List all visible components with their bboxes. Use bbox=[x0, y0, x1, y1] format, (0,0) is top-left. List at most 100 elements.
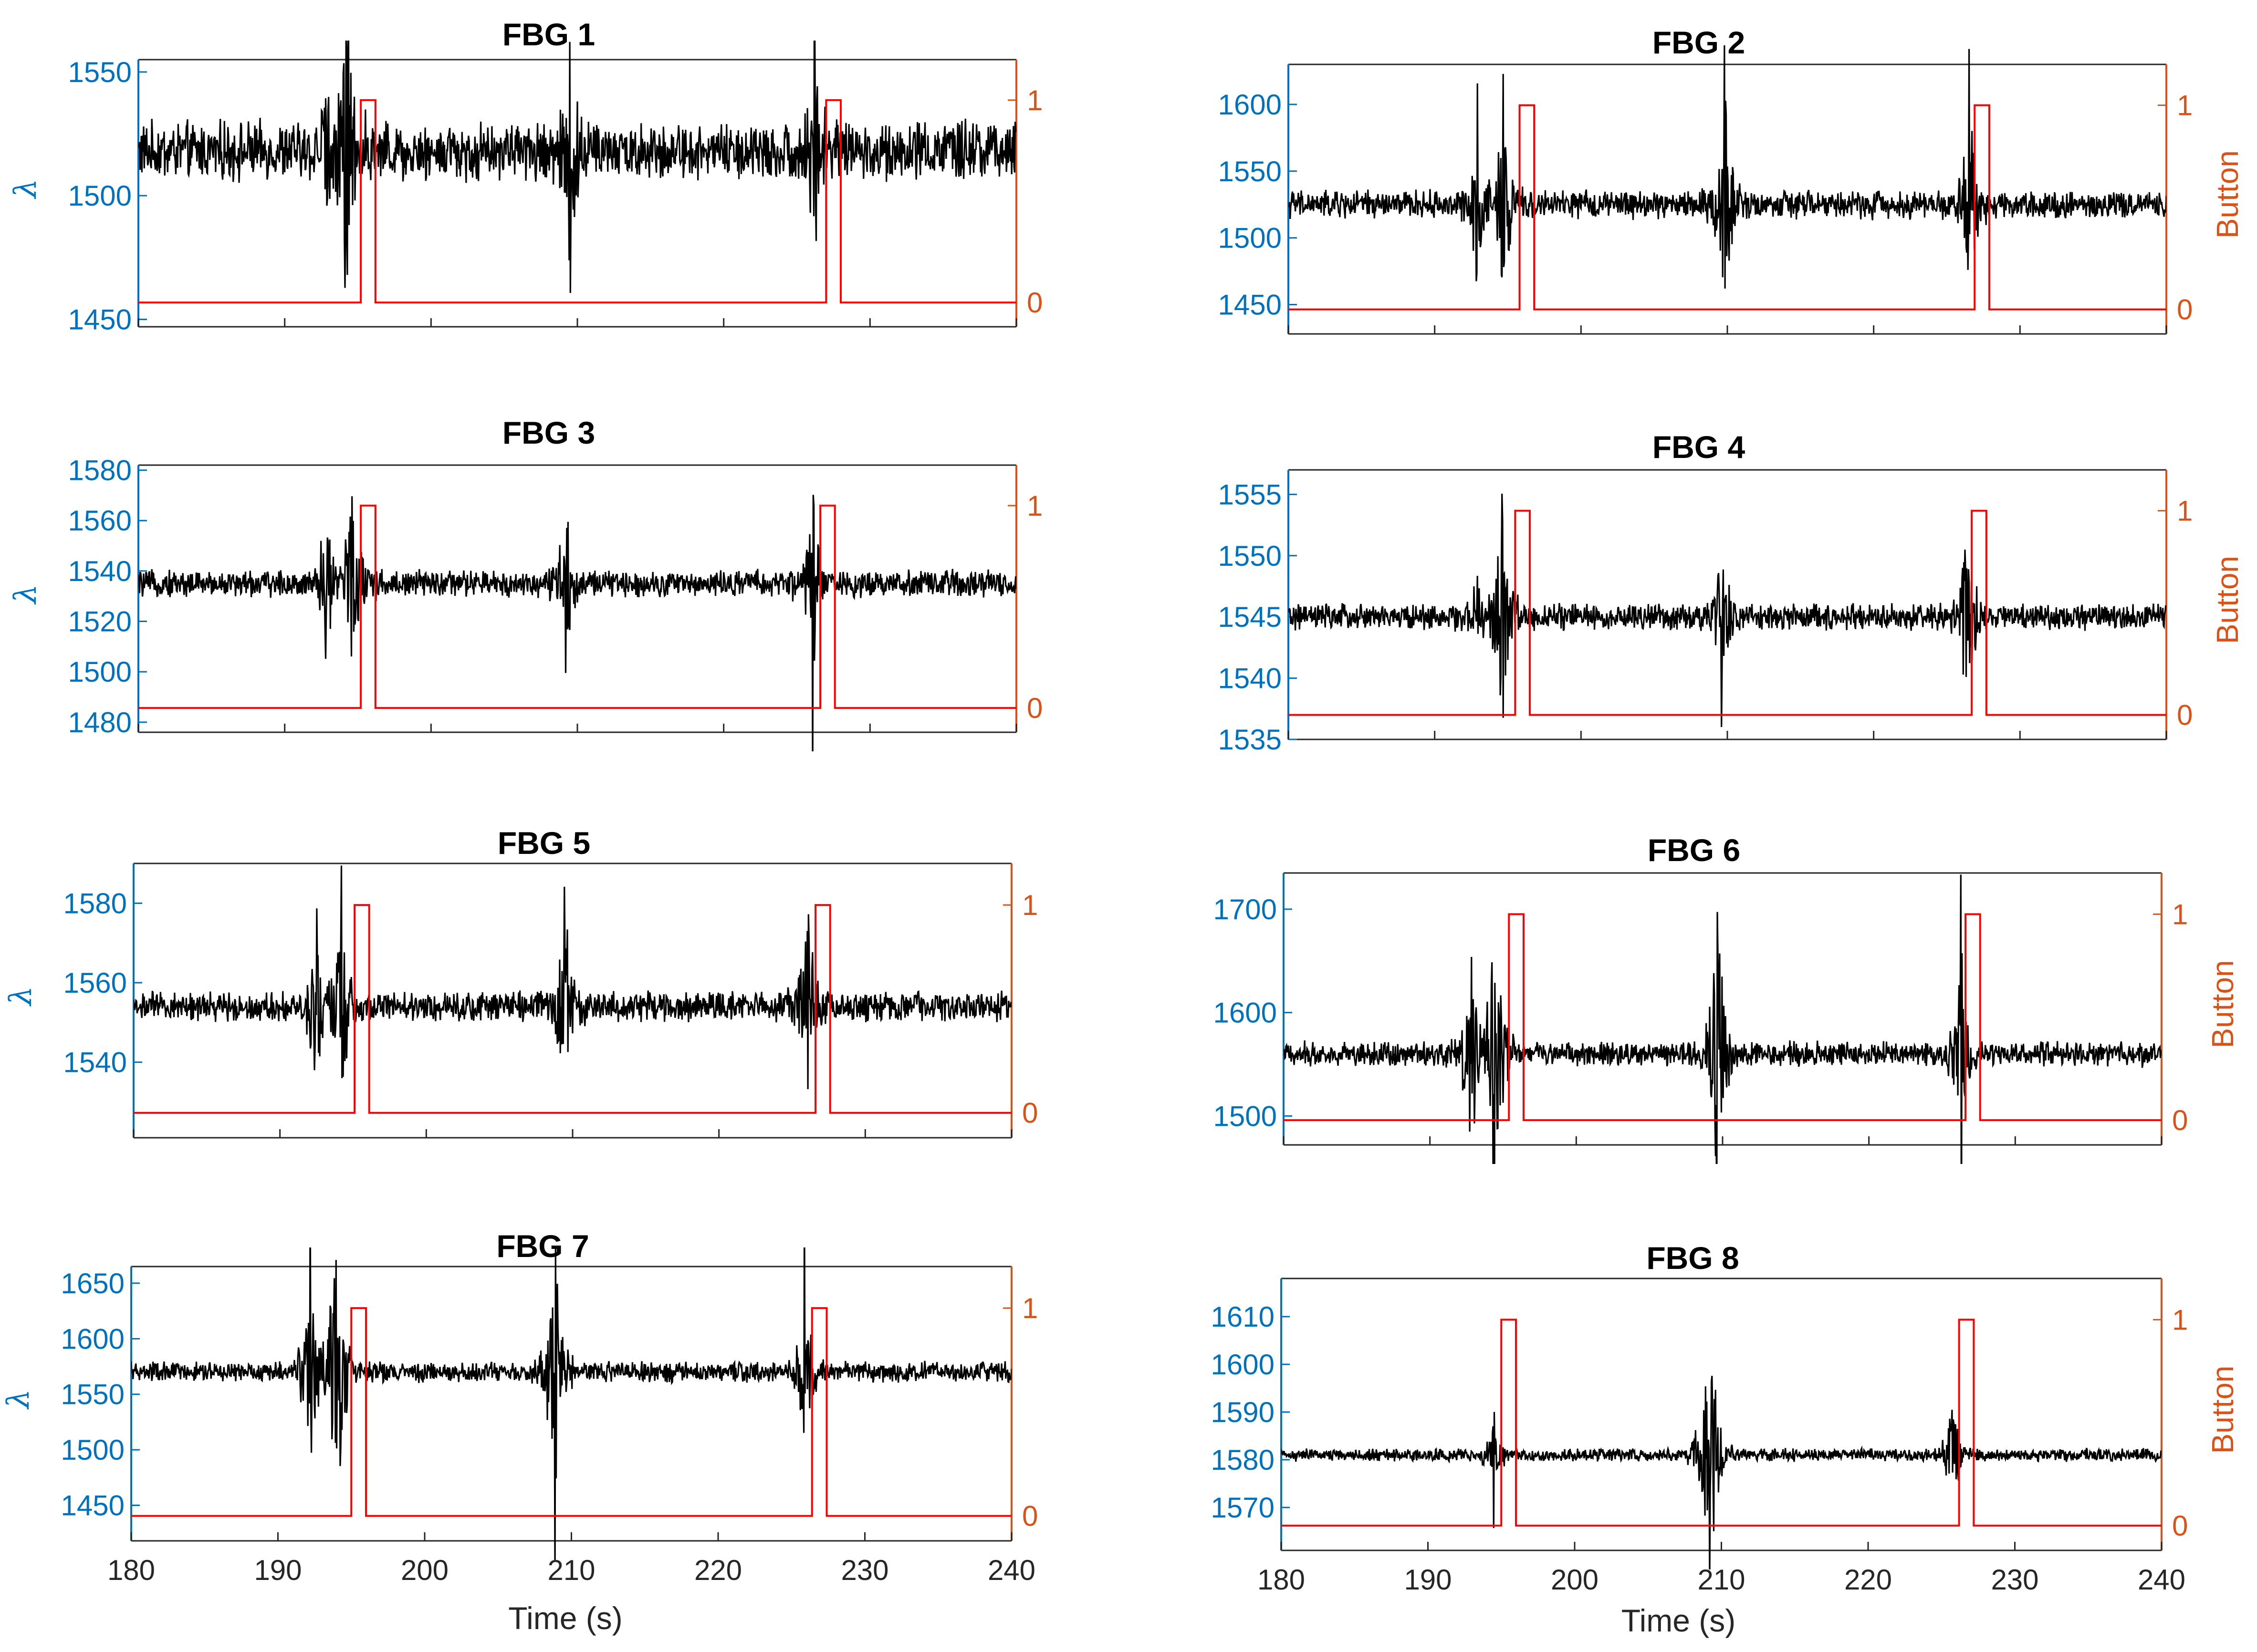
y-left-tick-label: 1545 bbox=[1218, 601, 1282, 633]
x-tick-label: 220 bbox=[694, 1554, 742, 1586]
y-right-tick-label: 1 bbox=[2172, 1304, 2188, 1336]
chart-panel-3: FBG 3 1480 1500 1520 1540 1560 1580 0 1 λ bbox=[8, 415, 1043, 751]
button-line bbox=[1281, 1319, 2162, 1527]
signal-line bbox=[131, 1247, 1012, 1560]
button-line bbox=[1284, 913, 2162, 1122]
x-tick-label: 200 bbox=[1551, 1564, 1599, 1596]
chart-panel-8: FBG 8 1570 1580 1590 1600 1610 0 1 180 190 200 210 2… bbox=[1211, 1240, 2240, 1638]
y-left-tick-label: 1500 bbox=[1218, 222, 1282, 254]
button-line bbox=[1288, 509, 2166, 716]
y-left-tick-label: 1550 bbox=[61, 1379, 125, 1411]
y-right-axis-label: Button bbox=[2210, 556, 2245, 644]
signal-line bbox=[1288, 493, 2166, 727]
chart-title: FBG 4 bbox=[1652, 429, 1745, 465]
chart-title: FBG 1 bbox=[502, 17, 595, 52]
chart-title: FBG 8 bbox=[1646, 1240, 1739, 1276]
y-left-tick-label: 1580 bbox=[63, 887, 127, 919]
y-left-tick-label: 1500 bbox=[68, 180, 132, 212]
y-left-tick-label: 1650 bbox=[61, 1268, 125, 1299]
signal-line bbox=[138, 495, 1016, 751]
y-left-axis-label: λ bbox=[8, 584, 43, 605]
y-left-tick-label: 1580 bbox=[1211, 1444, 1275, 1476]
chart-panel-4: FBG 4 1535 1540 1545 1550 1555 0 1 Button bbox=[1218, 429, 2245, 756]
y-left-tick-label: 1550 bbox=[1218, 156, 1282, 187]
y-left-tick-label: 1600 bbox=[1218, 89, 1282, 121]
button-line bbox=[138, 504, 1016, 709]
y-left-tick-label: 1570 bbox=[1211, 1492, 1275, 1524]
y-left-tick-label: 1500 bbox=[68, 656, 132, 688]
y-left-tick-label: 1600 bbox=[1213, 997, 1277, 1029]
x-tick-label: 230 bbox=[841, 1554, 888, 1586]
button-line bbox=[134, 904, 1012, 1114]
chart-title: FBG 3 bbox=[502, 415, 595, 450]
y-left-tick-label: 1590 bbox=[1211, 1396, 1275, 1428]
x-tick-label: 240 bbox=[988, 1554, 1035, 1586]
signal-line bbox=[134, 865, 1012, 1090]
x-tick-label: 230 bbox=[1991, 1564, 2038, 1596]
y-left-tick-label: 1535 bbox=[1218, 724, 1282, 756]
y-left-tick-label: 1700 bbox=[1213, 894, 1277, 925]
chart-title: FBG 7 bbox=[496, 1228, 589, 1264]
y-left-tick-label: 1600 bbox=[61, 1323, 125, 1355]
y-left-tick-label: 1480 bbox=[68, 707, 132, 738]
y-right-tick-label: 1 bbox=[1022, 1292, 1038, 1324]
y-right-axis-label: Button bbox=[2205, 1365, 2240, 1454]
y-right-tick-label: 1 bbox=[1027, 84, 1043, 116]
y-right-tick-label: 1 bbox=[2172, 898, 2188, 930]
y-right-tick-label: 0 bbox=[2177, 699, 2193, 731]
y-left-tick-label: 1560 bbox=[63, 967, 127, 999]
y-right-tick-label: 0 bbox=[1022, 1500, 1038, 1532]
y-right-tick-label: 0 bbox=[2172, 1104, 2188, 1136]
y-left-tick-label: 1540 bbox=[68, 555, 132, 587]
button-line bbox=[1288, 104, 2166, 311]
y-left-tick-label: 1500 bbox=[1213, 1100, 1277, 1132]
chart-panel-1: FBG 1 1450 1500 1550 0 1 λ bbox=[8, 17, 1043, 335]
x-tick-label: 180 bbox=[107, 1554, 155, 1586]
y-left-tick-label: 1550 bbox=[68, 56, 132, 88]
y-left-tick-label: 1560 bbox=[68, 505, 132, 537]
chart-title: FBG 5 bbox=[498, 825, 590, 861]
chart-panel-5: FBG 5 1540 1560 1580 0 1 λ bbox=[3, 825, 1038, 1139]
y-left-tick-label: 1580 bbox=[68, 455, 132, 487]
y-left-tick-label: 1600 bbox=[1211, 1349, 1275, 1381]
x-tick-label: 190 bbox=[1404, 1564, 1452, 1596]
y-right-tick-label: 0 bbox=[1022, 1097, 1038, 1129]
y-left-tick-label: 1550 bbox=[1218, 540, 1282, 572]
y-right-tick-label: 0 bbox=[2172, 1510, 2188, 1542]
button-line bbox=[131, 1307, 1012, 1517]
signal-line bbox=[1284, 874, 2162, 1164]
chart-title: FBG 6 bbox=[1648, 832, 1740, 868]
y-left-tick-label: 1450 bbox=[61, 1490, 125, 1522]
signal-line bbox=[1288, 45, 2166, 289]
signal-line bbox=[138, 41, 1016, 293]
button-line bbox=[138, 99, 1016, 304]
y-right-axis-label: Button bbox=[2210, 150, 2245, 239]
y-left-tick-label: 1540 bbox=[1218, 663, 1282, 695]
chart-panel-6: FBG 6 1500 1600 1700 0 1 Button bbox=[1213, 832, 2240, 1164]
x-tick-label: 190 bbox=[254, 1554, 302, 1586]
y-right-tick-label: 0 bbox=[1027, 287, 1043, 319]
y-left-tick-label: 1610 bbox=[1211, 1301, 1275, 1333]
y-left-tick-label: 1450 bbox=[68, 303, 132, 335]
y-right-axis-label: Button bbox=[2205, 960, 2240, 1048]
y-left-axis-label: λ bbox=[1, 1389, 36, 1410]
y-left-tick-label: 1555 bbox=[1218, 478, 1282, 510]
y-right-tick-label: 1 bbox=[2177, 90, 2193, 122]
y-left-tick-label: 1540 bbox=[63, 1047, 127, 1079]
x-axis-label-left: Time (s) bbox=[508, 1600, 623, 1636]
chart-panel-2: FBG 2 1450 1500 1550 1600 0 1 Button bbox=[1218, 25, 2245, 335]
y-right-tick-label: 0 bbox=[1027, 692, 1043, 724]
y-right-tick-label: 1 bbox=[1022, 889, 1038, 921]
x-axis-label: Time (s) bbox=[1621, 1603, 1736, 1638]
y-left-tick-label: 1450 bbox=[1218, 289, 1282, 321]
y-left-axis-label: λ bbox=[3, 986, 39, 1007]
x-tick-label: 180 bbox=[1257, 1564, 1305, 1596]
y-left-tick-label: 1520 bbox=[68, 606, 132, 638]
y-right-tick-label: 1 bbox=[1027, 490, 1043, 522]
x-tick-label: 210 bbox=[1697, 1564, 1745, 1596]
x-tick-label: 200 bbox=[401, 1554, 449, 1586]
x-tick-label: 240 bbox=[2138, 1564, 2185, 1596]
